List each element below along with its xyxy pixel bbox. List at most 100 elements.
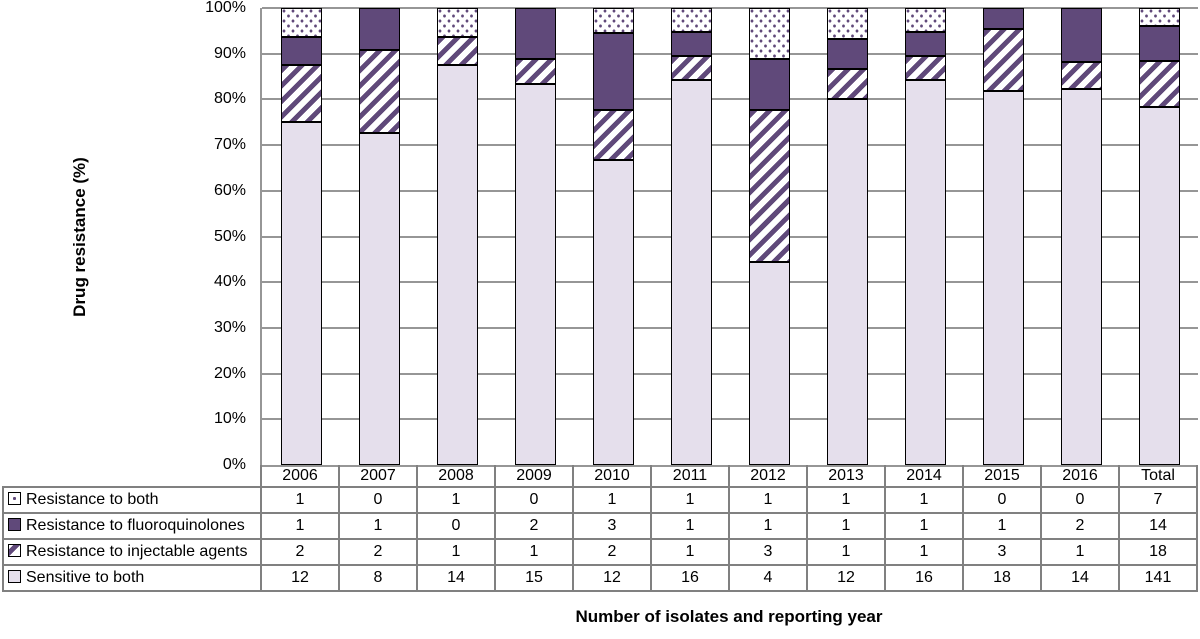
gridline	[262, 281, 1198, 284]
gridline	[262, 189, 1198, 192]
table-value-cell: 141	[1118, 564, 1198, 592]
bar-segment-dots	[436, 8, 478, 37]
bar-segment-solid	[1060, 8, 1102, 62]
bar-segment-solid	[982, 8, 1024, 29]
table-value-cell: 1	[494, 538, 574, 566]
table-value-cell: 2	[494, 512, 574, 540]
data-table: 2006 2007 2008 2009 2010 2011 2012 2013 2014 2015…	[2, 465, 1198, 592]
stacked-bar-2010	[592, 8, 634, 465]
bar-segment-solid	[592, 33, 634, 110]
table-value-cell: 1	[884, 486, 964, 514]
stacked-bar-total	[1138, 8, 1180, 465]
table-value-cell: 1	[650, 486, 730, 514]
table-value-cell: 0	[494, 486, 574, 514]
table-value-cell: 8	[338, 564, 418, 592]
bar-segment-dots	[280, 8, 322, 37]
bar-segment-stripes	[514, 58, 556, 85]
table-year-cell: 2010	[572, 465, 652, 488]
legend-label-cell: Resistance to injectable agents	[2, 538, 262, 566]
bar-slot-2010	[574, 8, 652, 465]
table-value-cell: 0	[1040, 486, 1120, 514]
bar-segment-light	[358, 132, 400, 465]
table-year-cell: 2016	[1040, 465, 1120, 488]
table-value-cell: 1	[728, 512, 808, 540]
bar-segment-dots	[904, 8, 946, 33]
y-tick-label: 100%	[205, 0, 246, 16]
bar-segment-light	[748, 261, 790, 465]
table-year-cell: 2011	[650, 465, 730, 488]
table-value-cell: 14	[416, 564, 496, 592]
table-year-cell: 2007	[338, 465, 418, 488]
stacked-bar-2008	[436, 8, 478, 465]
bar-slot-2015	[964, 8, 1042, 465]
table-value-cell: 7	[1118, 486, 1198, 514]
table-value-cell: 3	[962, 538, 1042, 566]
table-row: Resistance to both 1 0 1 0 1 1 1 1 1 0 0 7	[2, 486, 1198, 514]
bar-segment-light	[1138, 107, 1180, 465]
bar-slot-2009	[496, 8, 574, 465]
bar-segment-solid	[280, 36, 322, 66]
table-year-row: 2006 2007 2008 2009 2010 2011 2012 2013 2014 2015…	[3, 465, 1198, 488]
gridline	[262, 98, 1198, 101]
table-value-cell: 1	[806, 486, 886, 514]
plot-area	[260, 7, 1198, 467]
gridline	[262, 326, 1198, 329]
legend-label-cell: Sensitive to both	[2, 564, 262, 592]
y-tick-label: 0%	[222, 456, 246, 473]
bar-segment-solid	[514, 8, 556, 59]
bar-segment-stripes	[436, 36, 478, 66]
bar-slot-total	[1120, 8, 1198, 465]
table-year-cell: 2009	[494, 465, 574, 488]
table-value-cell: 2	[1040, 512, 1120, 540]
bar-segment-stripes	[358, 49, 400, 133]
table-value-cell: 12	[260, 564, 340, 592]
table-value-cell: 1	[884, 512, 964, 540]
table-year-cell: 2014	[884, 465, 964, 488]
table-value-cell: 0	[416, 512, 496, 540]
stacked-bar-2013	[826, 8, 868, 465]
bar-segment-light	[904, 80, 946, 465]
legend-swatch-light-icon	[8, 570, 21, 583]
stacked-bar-2012	[748, 8, 790, 465]
gridline	[262, 7, 1198, 9]
gridline	[262, 372, 1198, 375]
legend-label-cell: Resistance to both	[2, 486, 262, 514]
table-value-cell: 14	[1040, 564, 1120, 592]
stacked-bar-2015	[982, 8, 1024, 465]
table-value-cell: 1	[260, 512, 340, 540]
table-year-cell: 2008	[416, 465, 496, 488]
table-value-cell: 1	[884, 538, 964, 566]
table-value-cell: 1	[416, 486, 496, 514]
bar-segment-stripes	[982, 28, 1024, 92]
bar-segment-dots	[1138, 8, 1180, 26]
bar-slot-2011	[652, 8, 730, 465]
bar-segment-light	[514, 84, 556, 465]
bar-segment-stripes	[826, 68, 868, 100]
y-tick-label: 60%	[213, 181, 246, 199]
legend-label-text: Resistance to both	[26, 491, 159, 508]
table-value-cell: 3	[728, 538, 808, 566]
table-value-cell: 2	[260, 538, 340, 566]
legend-label-text: Resistance to injectable agents	[26, 543, 248, 560]
table-value-cell: 1	[728, 486, 808, 514]
table-value-cell: 2	[572, 538, 652, 566]
bar-segment-stripes	[1060, 61, 1102, 89]
stacked-bar-2014	[904, 8, 946, 465]
stacked-bar-2016	[1060, 8, 1102, 465]
gridline	[262, 235, 1198, 238]
gridline	[262, 418, 1198, 421]
table-value-cell: 12	[806, 564, 886, 592]
table-value-cell: 1	[806, 512, 886, 540]
table-value-cell: 18	[1118, 538, 1198, 566]
bar-slot-2006	[262, 8, 340, 465]
y-tick-label: 20%	[213, 364, 246, 382]
table-value-cell: 3	[572, 512, 652, 540]
bar-slot-2007	[340, 8, 418, 465]
table-year-cell: 2013	[806, 465, 886, 488]
bar-segment-solid	[1138, 25, 1180, 62]
table-row: Sensitive to both 12 8 14 15 12 16 4 12 16 18 14 141	[2, 564, 1198, 592]
legend-swatch-stripes-icon	[8, 544, 21, 557]
table-value-cell: 14	[1118, 512, 1198, 540]
bar-segment-stripes	[1138, 61, 1180, 108]
